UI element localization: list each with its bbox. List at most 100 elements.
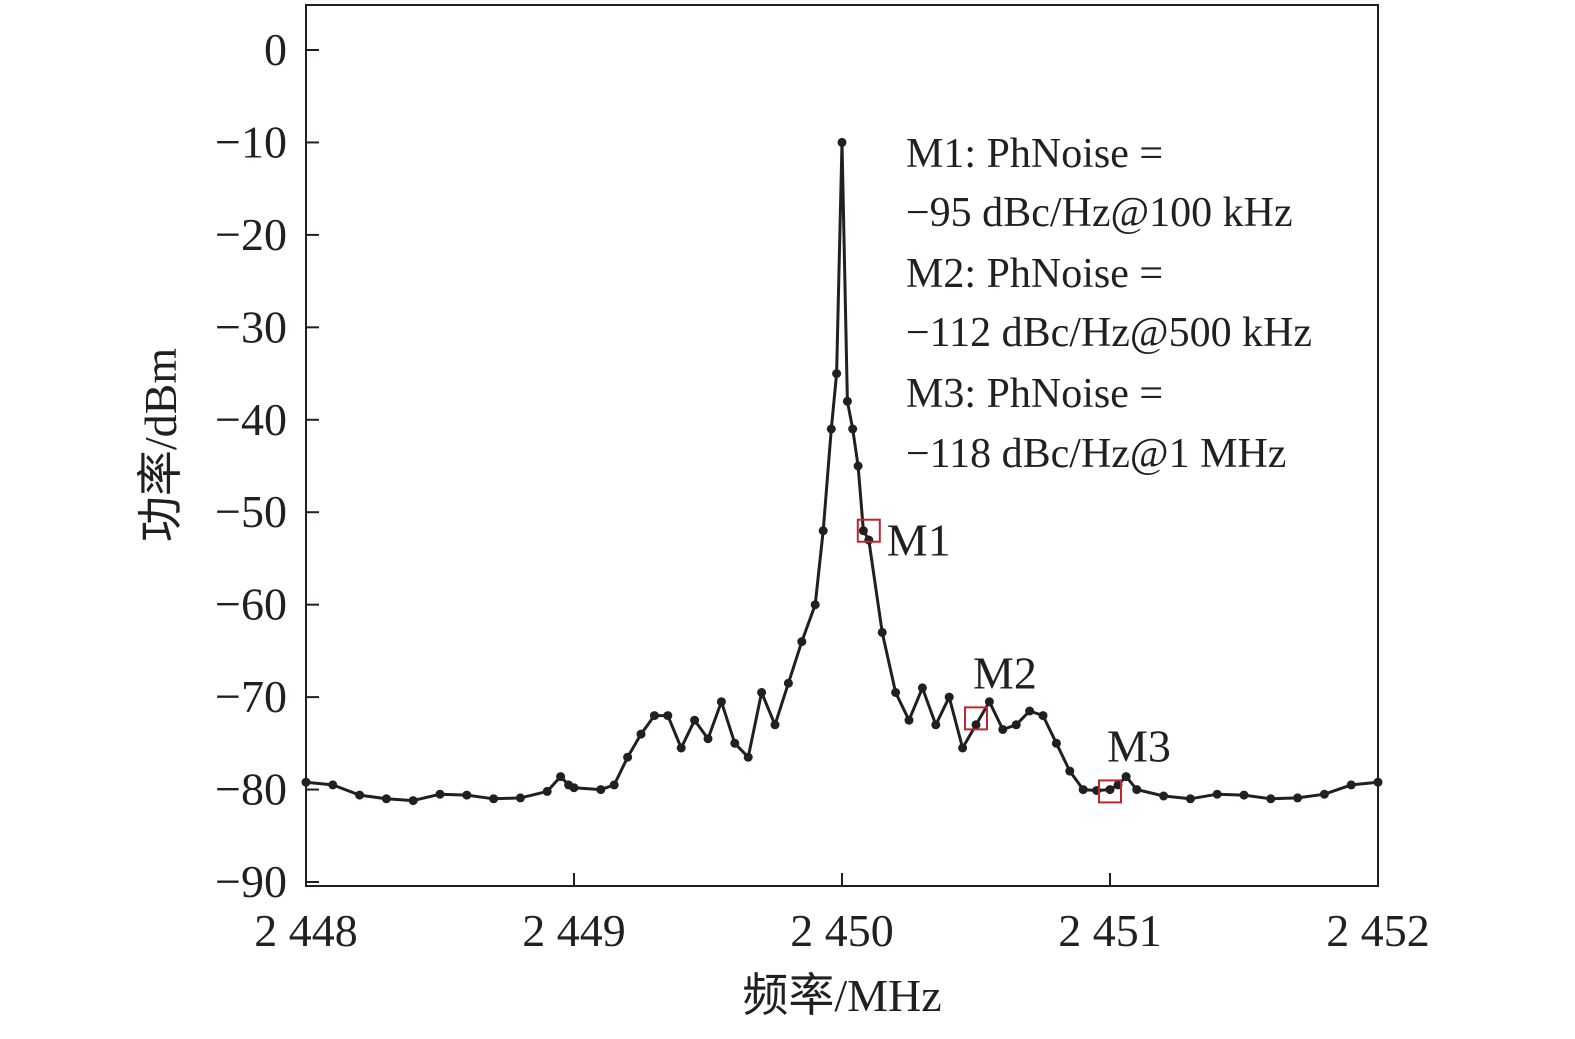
data-point: [1025, 706, 1035, 716]
marker-box-m3: [1098, 779, 1122, 804]
data-point: [636, 729, 646, 739]
y-tick-label: −30: [215, 301, 287, 352]
y-tick-label: −70: [215, 671, 287, 722]
x-tick-label: 2 449: [522, 905, 626, 956]
data-point: [355, 790, 365, 800]
data-point: [818, 526, 828, 536]
data-point: [1373, 777, 1383, 787]
data-point: [609, 780, 619, 790]
data-point: [1011, 720, 1021, 730]
annotation-line-2: −95 dBc/Hz@100 kHz: [906, 190, 1293, 236]
y-tick-label: −50: [215, 486, 287, 537]
data-point: [891, 688, 901, 697]
data-point: [1121, 772, 1131, 782]
data-point: [984, 697, 994, 707]
annotation-line-1: M1: PhNoise =: [906, 131, 1163, 177]
data-point: [877, 627, 887, 637]
annotation-line-6: −118 dBc/Hz@1 MHz: [906, 431, 1286, 477]
data-point: [810, 600, 820, 610]
data-point: [842, 396, 852, 406]
data-point: [998, 725, 1008, 734]
data-point: [944, 692, 954, 702]
y-tick-label: −40: [215, 394, 287, 445]
data-point: [716, 697, 726, 707]
data-point: [730, 738, 740, 748]
data-point: [301, 777, 311, 787]
data-point: [596, 785, 606, 795]
data-point: [1105, 785, 1115, 795]
data-point: [690, 715, 700, 725]
data-point: [1078, 785, 1088, 795]
data-point: [649, 711, 659, 721]
marker-box-m1: [856, 518, 881, 543]
marker-label-m1: M1: [887, 515, 951, 566]
data-point: [917, 683, 927, 693]
data-point: [1239, 790, 1249, 800]
data-point: [783, 678, 793, 688]
data-point: [556, 772, 566, 782]
y-axis-title: 功率/dBm: [135, 348, 186, 542]
annotation-block: M1: PhNoise = −95 dBc/Hz@100 kHz M2: PhN…: [906, 131, 1312, 477]
data-point: [958, 743, 968, 753]
data-point: [971, 720, 981, 730]
data-point: [757, 688, 767, 697]
data-point: [904, 715, 914, 725]
x-tick-label: 2 451: [1058, 905, 1162, 956]
data-point: [743, 752, 753, 762]
y-tick-label: −10: [215, 116, 287, 167]
annotation-line-3: M2: PhNoise =: [906, 251, 1163, 297]
data-point: [864, 535, 874, 545]
y-tick-label: −20: [215, 209, 287, 260]
annotation-line-5: M3: PhNoise =: [906, 371, 1163, 417]
x-tick-label: 2 450: [790, 905, 894, 956]
y-tick-label: −90: [215, 856, 287, 907]
data-point: [569, 783, 579, 793]
data-point: [1266, 794, 1276, 804]
annotation-line-4: −112 dBc/Hz@500 kHz: [906, 310, 1312, 356]
x-axis-title: 频率/MHz: [742, 970, 941, 1021]
data-point: [381, 794, 391, 804]
data-point: [408, 796, 418, 806]
data-point: [623, 752, 633, 762]
data-point: [858, 526, 868, 536]
x-tick-label: 2 448: [254, 905, 358, 956]
data-point: [826, 424, 836, 434]
data-point: [797, 637, 807, 647]
data-point: [1132, 785, 1142, 795]
marker-box-m2: [964, 706, 988, 731]
data-point: [837, 137, 847, 147]
marker-label-m3: M3: [1107, 720, 1171, 771]
data-point: [1159, 791, 1169, 801]
data-point: [1212, 789, 1222, 799]
data-point: [770, 720, 780, 730]
data-point: [462, 790, 472, 800]
data-point: [1346, 780, 1356, 790]
data-point: [435, 789, 445, 799]
marker-label-m2: M2: [973, 647, 1037, 698]
data-point: [853, 461, 863, 471]
data-point: [703, 734, 713, 744]
y-tick-label: 0: [264, 24, 287, 75]
data-point: [328, 780, 338, 790]
data-point: [1293, 793, 1303, 803]
data-point: [832, 369, 842, 379]
data-point: [1051, 738, 1061, 748]
data-point: [1065, 766, 1075, 776]
data-point: [663, 711, 673, 721]
data-point: [542, 786, 552, 796]
data-point: [489, 794, 499, 804]
data-point: [1319, 789, 1329, 799]
data-point: [1038, 711, 1048, 721]
marker-layer: M1 M2 M3: [856, 515, 1171, 804]
y-tick-label: −60: [215, 579, 287, 630]
data-point: [931, 720, 941, 730]
data-point: [676, 743, 686, 753]
data-point: [515, 793, 525, 803]
data-point: [1185, 794, 1195, 804]
data-layer: [301, 137, 1383, 806]
axis-ticks: 0 −10 −20 −30 −40 −50 −60 −70 −80 −902 448 2 449 2 …: [215, 24, 1430, 956]
data-point: [848, 424, 858, 434]
x-tick-label: 2 452: [1326, 905, 1430, 956]
y-tick-label: −80: [215, 764, 287, 815]
